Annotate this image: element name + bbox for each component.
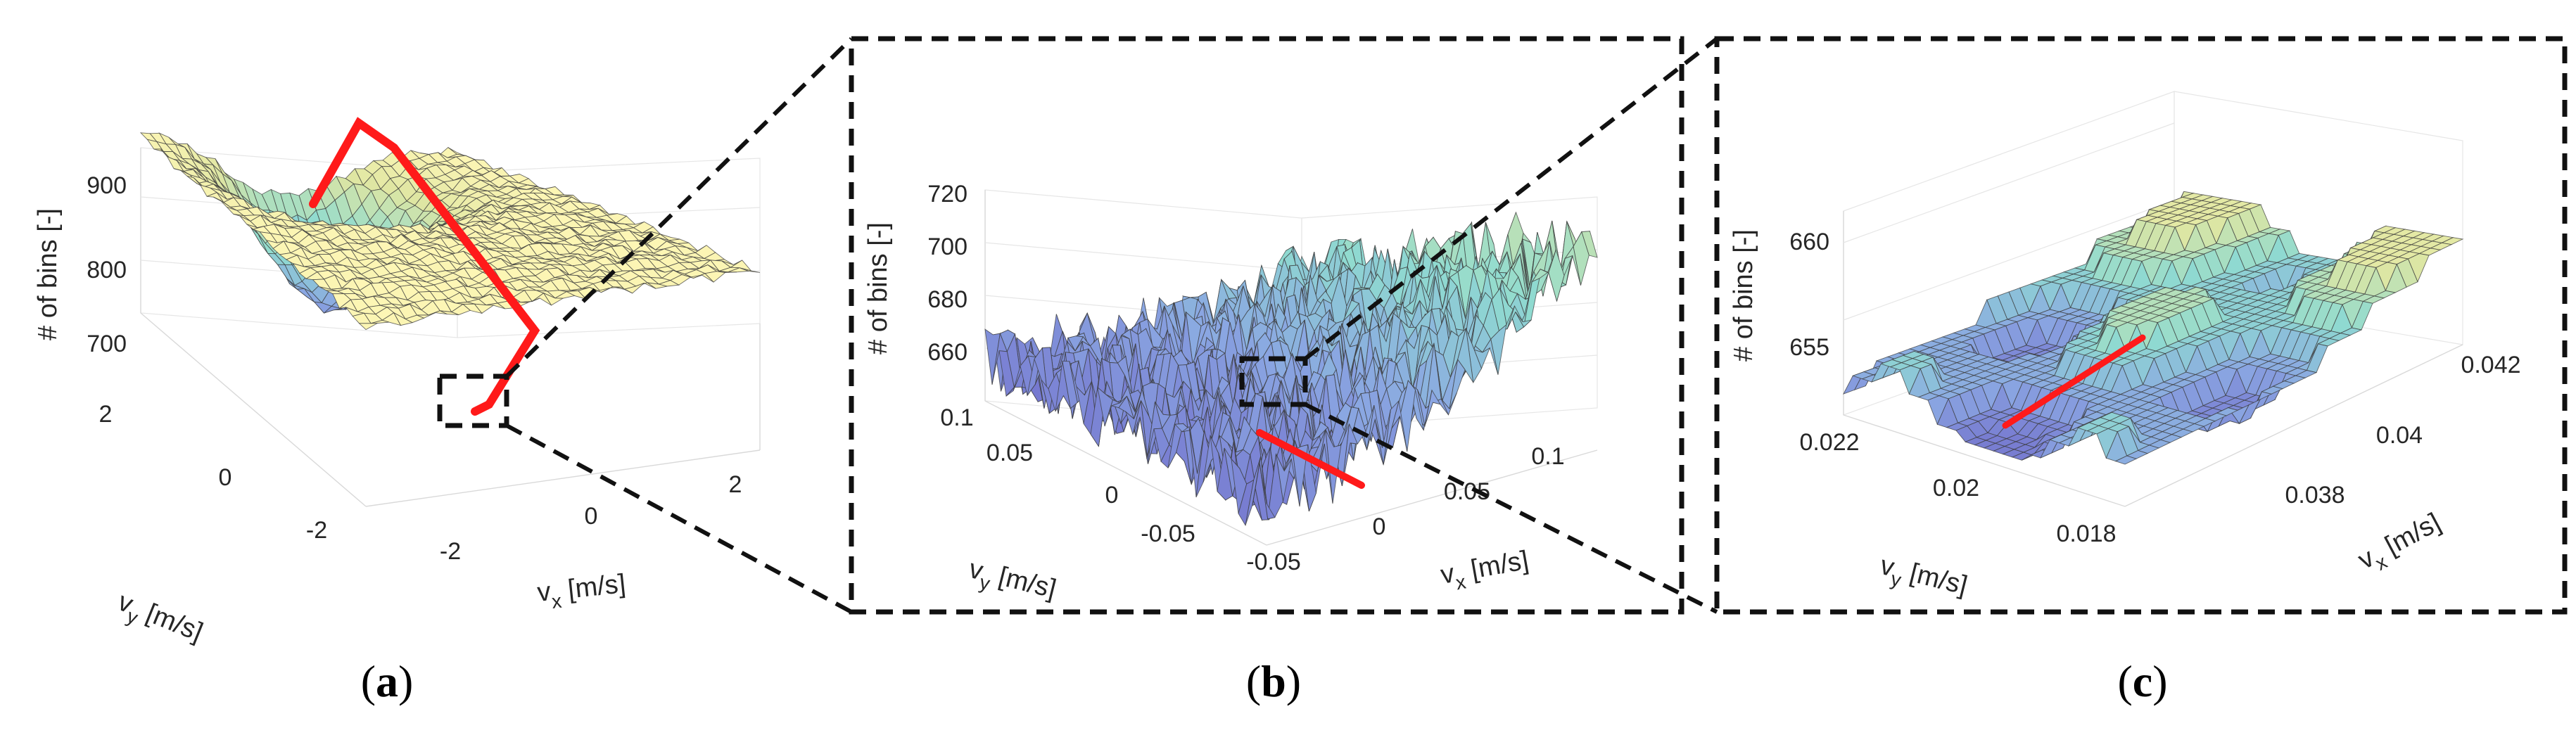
panel-a-ytick: 0 xyxy=(219,464,232,491)
svg-text:vx [m/s]: vx [m/s] xyxy=(1438,546,1532,596)
panel-c-xtick: 0.042 xyxy=(2461,352,2520,378)
panel-b-ytick: 0.1 xyxy=(940,404,973,431)
panel-a-red-path xyxy=(309,117,540,416)
panel-c-ztick: 655 xyxy=(1789,334,1829,361)
panel-b-xtick: 0 xyxy=(1373,513,1386,540)
panel-a-zlabel: # of bins [-] xyxy=(33,208,63,340)
panel-a-ytick: -2 xyxy=(306,517,327,544)
panel-c: 655 660 # of bins [-] 0.022 0.02 0.018 v… xyxy=(1714,36,2568,706)
surface-patch xyxy=(358,323,378,331)
panel-c-ylabel: vy [m/s] xyxy=(1876,551,1970,607)
panel-c-xtick: 0.038 xyxy=(2285,482,2345,509)
panel-b: 660 680 700 720 # of bins [-] 0.1 0.05 0… xyxy=(849,36,1684,706)
panel-a-ylabel: vy [m/s] xyxy=(111,587,207,653)
panel-c-surface xyxy=(1843,191,2464,465)
panel-c-xticks: 0.038 0.04 0.042 xyxy=(2285,352,2520,509)
panel-b-surface xyxy=(984,211,1598,527)
panel-c-ztick: 660 xyxy=(1789,229,1829,255)
zoom-line-a-b-bottom xyxy=(505,423,853,614)
panel-b-ytick: 0.05 xyxy=(986,440,1033,466)
panel-a-caption: (a) xyxy=(361,656,414,706)
panel-a-xtick: -2 xyxy=(440,538,461,565)
panel-a-xlabel: vx [m/s] xyxy=(536,569,628,614)
panel-a-xtick: 0 xyxy=(585,503,598,530)
panel-b-zlabel: # of bins [-] xyxy=(863,222,893,354)
panel-a-xtick: 2 xyxy=(729,471,742,498)
panel-a: 700 800 900 # of bins [-] 2 0 -2 vy [m/s… xyxy=(33,117,761,706)
zoom-line-b-c-bottom xyxy=(1304,402,1718,614)
panel-b-xtick: 0.1 xyxy=(1531,443,1564,470)
panel-c-caption: (c) xyxy=(2117,656,2167,706)
panel-a-ztick: 900 xyxy=(87,172,127,199)
panel-a-yticks: 2 0 -2 xyxy=(99,401,328,544)
panel-c-xtick: 0.04 xyxy=(2376,422,2423,449)
svg-text:vy [m/s]: vy [m/s] xyxy=(111,587,207,653)
svg-text:vy [m/s]: vy [m/s] xyxy=(965,554,1059,611)
panel-b-ztick: 720 xyxy=(927,181,967,207)
panel-c-zticks: 655 660 xyxy=(1789,229,1829,361)
panel-b-ylabel: vy [m/s] xyxy=(965,554,1059,611)
panel-b-ytick: -0.05 xyxy=(1141,520,1195,547)
panel-b-xtick: 0.05 xyxy=(1444,478,1490,505)
panel-b-frame xyxy=(849,36,1684,615)
panel-b-zticks: 660 680 700 720 xyxy=(927,181,967,366)
panel-c-ytick: 0.018 xyxy=(2056,520,2116,547)
panel-a-ztick: 800 xyxy=(87,257,127,283)
panel-c-xlabel: vx [m/s] xyxy=(2354,508,2449,581)
svg-text:vy [m/s]: vy [m/s] xyxy=(1876,551,1970,607)
panel-b-xlabel: vx [m/s] xyxy=(1438,546,1532,596)
zoom-line-a-b-top xyxy=(505,37,854,378)
panel-b-ztick: 660 xyxy=(927,339,967,366)
panel-b-ztick: 700 xyxy=(927,234,967,260)
panel-c-ytick: 0.022 xyxy=(1799,429,1859,456)
panel-a-zoom-box xyxy=(437,373,509,428)
panel-b-caption: (b) xyxy=(1246,656,1301,706)
panel-c-ytick: 0.02 xyxy=(1933,475,1979,501)
svg-text:vx [m/s]: vx [m/s] xyxy=(2354,508,2449,581)
panel-c-zlabel: # of bins [-] xyxy=(1729,229,1758,362)
panel-b-ztick: 680 xyxy=(927,286,967,313)
panel-b-xtick: -0.05 xyxy=(1246,549,1301,575)
panel-b-ytick: 0 xyxy=(1105,482,1119,509)
panel-a-xticks: -2 0 2 xyxy=(440,471,742,565)
svg-text:vx [m/s]: vx [m/s] xyxy=(536,569,628,614)
panel-a-ytick: 2 xyxy=(99,401,113,428)
panel-a-ztick: 700 xyxy=(87,331,127,357)
panel-a-zticks: 700 800 900 xyxy=(87,172,127,357)
